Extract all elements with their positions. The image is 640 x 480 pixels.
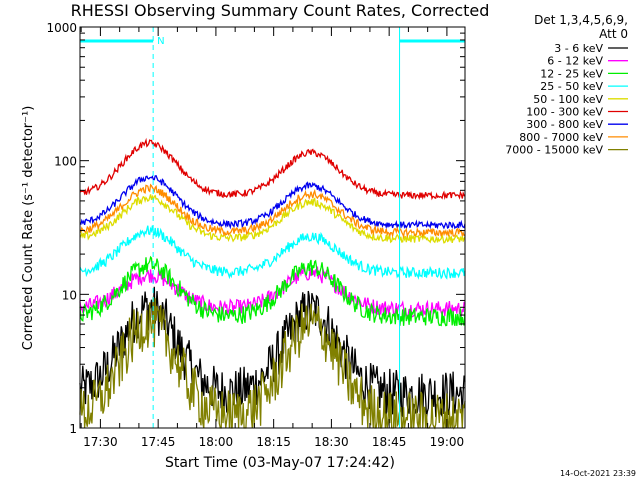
- legend-label-6: 300 - 800 keV: [526, 118, 603, 131]
- axes-frame: [79, 26, 466, 429]
- y-tick-label: 1000: [46, 21, 77, 35]
- legend-label-1: 6 - 12 keV: [547, 55, 603, 68]
- chart-title: RHESSI Observing Summary Count Rates, Co…: [71, 1, 490, 20]
- legend-label-3: 25 - 50 keV: [540, 80, 603, 93]
- series-line-7: [79, 183, 465, 239]
- legend-header-line1: Det 1,3,4,5,6,9,: [534, 13, 628, 27]
- x-tick-label: 18:00: [199, 435, 234, 449]
- series-line-2: [79, 255, 466, 327]
- series-line-8: [79, 296, 466, 430]
- series-line-3: [79, 225, 466, 280]
- legend-header-line2: Att 0: [599, 27, 628, 41]
- legend-label-4: 50 - 100 keV: [533, 93, 603, 106]
- legend-label-2: 12 - 25 keV: [540, 67, 603, 80]
- x-tick-label: 19:00: [430, 435, 465, 449]
- legend-label-8: 7000 - 15000 keV: [505, 144, 603, 157]
- x-axis-label: Start Time (03-May-07 17:24:42): [165, 455, 395, 471]
- y-axis-label: Corrected Count Rate (s⁻¹ detector⁻¹): [21, 106, 36, 351]
- y-tick-label: 100: [54, 155, 77, 169]
- timestamp: 14-Oct-2021 23:39: [560, 469, 636, 478]
- series-line-5: [79, 137, 466, 201]
- x-tick-label: 18:15: [256, 435, 291, 449]
- x-tick-label: 18:30: [314, 435, 349, 449]
- series-line-0: [79, 286, 466, 419]
- night-marker-label: N: [157, 36, 164, 47]
- x-tick-label: 18:45: [372, 435, 407, 449]
- x-tick-label: 17:30: [83, 435, 118, 449]
- legend-label-0: 3 - 6 keV: [554, 42, 603, 55]
- legend-label-5: 100 - 300 keV: [526, 106, 603, 119]
- y-tick-label: 1: [69, 422, 77, 436]
- series-line-6: [79, 174, 466, 230]
- plot-area: N 1 10 100 1000 17:30 17:45 18:00 18:15 18:30 18:4…: [46, 21, 466, 449]
- y-tick-label: 10: [62, 288, 77, 302]
- series-line-4: [79, 194, 466, 244]
- legend-label-7: 800 - 7000 keV: [519, 131, 603, 144]
- x-tick-label: 17:45: [141, 435, 176, 449]
